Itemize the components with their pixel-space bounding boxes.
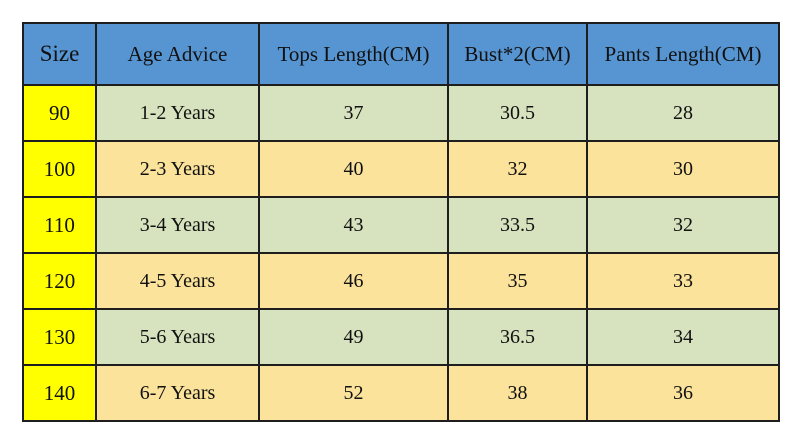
- tops-length-cell: 40: [258, 140, 449, 198]
- bust-cell: 38: [447, 364, 588, 422]
- size-cell: 100: [22, 140, 97, 198]
- table-row: 100 2-3 Years 40 32 30: [22, 140, 780, 198]
- table-row: 140 6-7 Years 52 38 36: [22, 364, 780, 422]
- table-body: 90 1-2 Years 37 30.5 28 100 2-3 Years 40…: [22, 84, 780, 422]
- size-cell: 130: [22, 308, 97, 366]
- bust-cell: 30.5: [447, 84, 588, 142]
- age-cell: 6-7 Years: [95, 364, 260, 422]
- size-cell: 140: [22, 364, 97, 422]
- table-row: 90 1-2 Years 37 30.5 28: [22, 84, 780, 142]
- age-cell: 3-4 Years: [95, 196, 260, 254]
- table-row: 120 4-5 Years 46 35 33: [22, 252, 780, 310]
- age-cell: 5-6 Years: [95, 308, 260, 366]
- size-chart-table: Size Age Advice Tops Length(CM) Bust*2(C…: [22, 22, 780, 422]
- table-header: Size Age Advice Tops Length(CM) Bust*2(C…: [22, 22, 780, 86]
- column-header-bust: Bust*2(CM): [447, 22, 588, 86]
- pants-length-cell: 32: [586, 196, 780, 254]
- column-header-tops-length: Tops Length(CM): [258, 22, 449, 86]
- column-header-size: Size: [22, 22, 97, 86]
- bust-cell: 33.5: [447, 196, 588, 254]
- pants-length-cell: 28: [586, 84, 780, 142]
- pants-length-cell: 34: [586, 308, 780, 366]
- tops-length-cell: 49: [258, 308, 449, 366]
- size-cell: 90: [22, 84, 97, 142]
- pants-length-cell: 33: [586, 252, 780, 310]
- tops-length-cell: 52: [258, 364, 449, 422]
- column-header-age-advice: Age Advice: [95, 22, 260, 86]
- size-cell: 110: [22, 196, 97, 254]
- tops-length-cell: 43: [258, 196, 449, 254]
- age-cell: 2-3 Years: [95, 140, 260, 198]
- tops-length-cell: 37: [258, 84, 449, 142]
- age-cell: 4-5 Years: [95, 252, 260, 310]
- tops-length-cell: 46: [258, 252, 449, 310]
- size-cell: 120: [22, 252, 97, 310]
- bust-cell: 36.5: [447, 308, 588, 366]
- table-row: 110 3-4 Years 43 33.5 32: [22, 196, 780, 254]
- pants-length-cell: 30: [586, 140, 780, 198]
- bust-cell: 35: [447, 252, 588, 310]
- pants-length-cell: 36: [586, 364, 780, 422]
- header-row: Size Age Advice Tops Length(CM) Bust*2(C…: [22, 22, 780, 86]
- age-cell: 1-2 Years: [95, 84, 260, 142]
- bust-cell: 32: [447, 140, 588, 198]
- column-header-pants-length: Pants Length(CM): [586, 22, 780, 86]
- table-row: 130 5-6 Years 49 36.5 34: [22, 308, 780, 366]
